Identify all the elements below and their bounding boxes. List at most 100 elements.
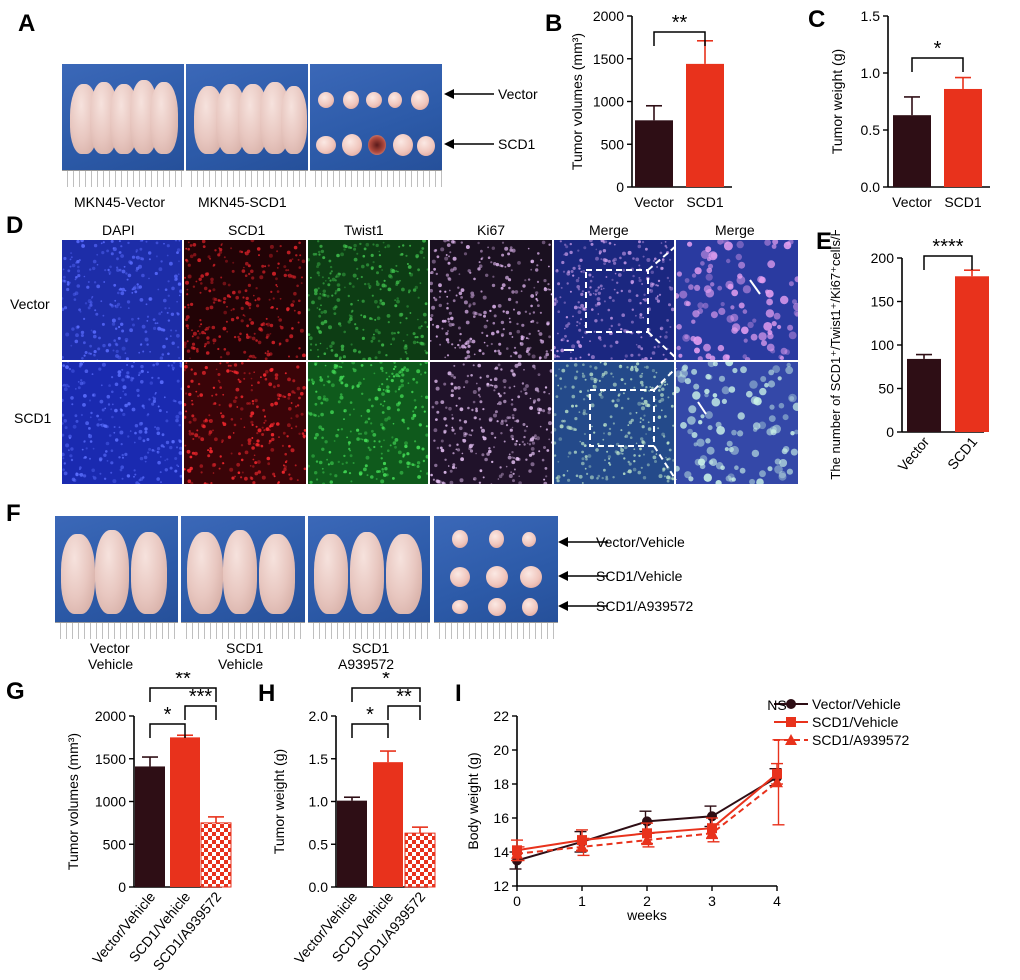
fl-speckle: [554, 441, 557, 445]
fl-speckle: [264, 419, 267, 422]
fl-speckle: [237, 335, 240, 339]
fl-speckle: [576, 324, 578, 327]
fl-speckle: [184, 444, 187, 447]
fl-speckle: [100, 300, 103, 303]
fl-speckle: [536, 407, 541, 412]
fl-speckle: [628, 462, 632, 466]
fl-speckle: [459, 478, 464, 483]
fl-speckle: [63, 471, 68, 476]
fl-speckle: [176, 464, 179, 467]
fl-speckle: [399, 279, 401, 282]
fl-speckle: [530, 319, 535, 323]
fl-speckle: [528, 453, 533, 457]
fl-speckle: [297, 258, 300, 261]
fl-speckle: [190, 302, 194, 306]
fl-speckle: [426, 268, 428, 271]
fl-speckle: [517, 354, 522, 359]
fl-speckle: [635, 257, 640, 262]
fl-speckle: [394, 304, 398, 308]
fl-speckle: [126, 474, 131, 478]
fl-speckle: [444, 256, 449, 261]
fl-speckle: [563, 253, 565, 256]
fl-speckle: [731, 429, 737, 436]
fl-speckle: [511, 426, 514, 429]
fl-speckle: [241, 471, 244, 474]
fl-speckle: [155, 241, 159, 245]
fl-speckle: [273, 385, 276, 389]
fl-speckle: [240, 395, 244, 399]
fl-speckle: [679, 290, 688, 299]
bar-0: [135, 766, 165, 887]
fl-speckle: [76, 325, 80, 329]
fl-speckle: [475, 382, 478, 385]
fl-speckle: [734, 465, 739, 470]
fl-speckle: [134, 285, 137, 287]
fl-speckle: [705, 373, 711, 380]
fl-speckle: [450, 382, 454, 386]
fl-speckle: [86, 285, 90, 289]
fl-speckle: [268, 439, 272, 443]
fl-speckle: [584, 378, 587, 381]
fl-speckle: [114, 408, 118, 413]
fl-speckle: [250, 411, 255, 416]
fl-speckle: [460, 296, 463, 299]
fl-speckle: [198, 325, 201, 328]
fl-speckle: [641, 425, 645, 429]
fl-speckle: [451, 465, 456, 469]
fl-speckle: [656, 266, 658, 268]
fl-speckle: [512, 351, 515, 354]
fl-speckle: [433, 439, 436, 442]
fl-speckle: [329, 344, 333, 348]
fl-speckle: [362, 254, 366, 258]
fl-speckle: [501, 241, 505, 244]
fl-speckle: [76, 260, 80, 264]
fl-speckle: [706, 267, 713, 274]
fl-speckle: [703, 343, 711, 352]
fl-speckle: [468, 433, 471, 436]
fl-scd1-twist1: [308, 362, 428, 484]
fl-speckle: [478, 349, 482, 353]
fl-speckle: [387, 287, 392, 292]
y-tick-label: 0.5: [309, 836, 329, 852]
tumor-photo-a: [310, 64, 442, 187]
fl-speckle: [91, 393, 96, 398]
fl-speckle: [641, 440, 645, 444]
fl-speckle: [351, 362, 356, 365]
fl-speckle: [431, 259, 436, 264]
fl-speckle: [557, 460, 560, 463]
fl-speckle: [464, 356, 468, 360]
fl-speckle: [725, 354, 730, 359]
fl-speckle: [337, 272, 340, 275]
fl-speckle: [611, 278, 614, 281]
fl-speckle: [364, 464, 368, 468]
fl-speckle: [252, 402, 255, 405]
fl-speckle: [333, 312, 337, 315]
fl-speckle: [375, 478, 378, 480]
fl-speckle: [443, 417, 447, 421]
fl-speckle: [697, 356, 703, 360]
fl-speckle: [613, 261, 617, 265]
sig-label: *: [382, 672, 390, 690]
fl-speckle: [480, 426, 483, 429]
fl-speckle: [545, 350, 548, 353]
fl-speckle: [443, 240, 447, 243]
fl-speckle: [664, 358, 668, 360]
fl-speckle: [62, 275, 66, 279]
fl-speckle: [666, 276, 670, 280]
fl-speckle: [658, 399, 662, 403]
fl-speckle: [277, 316, 280, 318]
fl-speckle: [140, 240, 144, 242]
fl-speckle: [113, 339, 116, 342]
fl-speckle: [518, 475, 520, 477]
fl-speckle: [139, 256, 143, 261]
fl-speckle: [218, 403, 221, 407]
fl-speckle: [399, 470, 404, 475]
fl-speckle: [284, 372, 287, 375]
fl-speckle: [251, 446, 255, 450]
fl-speckle: [317, 415, 320, 418]
fl-speckle: [199, 319, 202, 322]
fl-speckle: [152, 318, 156, 321]
caption-mkn45-scd1: MKN45-SCD1: [198, 194, 287, 210]
fl-speckle: [554, 427, 557, 432]
fl-speckle: [417, 475, 421, 479]
